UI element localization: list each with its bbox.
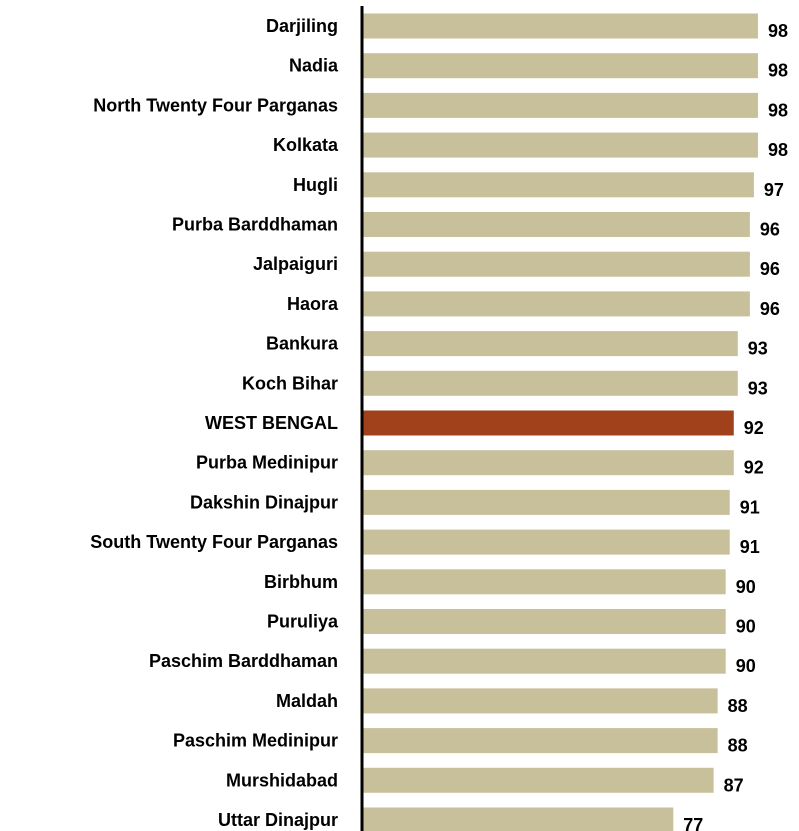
bar	[363, 688, 718, 714]
value-label: 96	[760, 220, 780, 240]
bar	[363, 13, 758, 39]
bar	[363, 370, 738, 396]
bar	[363, 569, 726, 595]
value-label: 98	[768, 140, 788, 160]
category-label: North Twenty Four Parganas	[93, 95, 338, 115]
bar	[363, 132, 758, 158]
bar	[363, 212, 750, 237]
bar	[363, 92, 758, 118]
value-label: 92	[744, 458, 764, 478]
category-label: South Twenty Four Parganas	[90, 532, 338, 552]
value-label: 92	[744, 418, 764, 438]
value-label: 88	[728, 736, 748, 756]
bar-highlight	[363, 410, 734, 436]
category-labels-group: Darjiling Nadia North Twenty Four Parganas…	[90, 16, 339, 830]
bar	[363, 172, 754, 198]
category-label: Maldah	[276, 691, 338, 711]
category-label: Murshidabad	[226, 770, 338, 790]
category-label: Purba Medinipur	[196, 453, 338, 473]
value-label: 96	[760, 299, 780, 319]
value-label: 91	[740, 537, 760, 557]
category-label: Darjiling	[266, 16, 338, 36]
category-label: Paschim Medinipur	[173, 731, 338, 751]
category-label: Kolkata	[273, 135, 339, 155]
bar	[363, 529, 730, 555]
value-label: 90	[736, 617, 756, 637]
bars-group	[363, 13, 758, 831]
category-label: Birbhum	[264, 572, 338, 592]
bar	[363, 648, 726, 674]
category-label: Koch Bihar	[242, 373, 338, 393]
value-label: 88	[728, 696, 748, 716]
category-label: Uttar Dinajpur	[218, 810, 338, 830]
bar	[363, 489, 730, 515]
category-label: Dakshin Dinajpur	[190, 492, 338, 512]
category-label: Puruliya	[267, 612, 339, 632]
value-labels-group: 98 98 98 98 97 96 96 96 93 93 92 92 91 91 90 90 90 88 88 87…	[683, 21, 788, 831]
value-label: 98	[768, 21, 788, 41]
bar	[363, 807, 674, 831]
value-label: 93	[748, 339, 768, 359]
category-label: Paschim Barddhaman	[149, 651, 338, 671]
bar	[363, 450, 734, 476]
category-label: Hugli	[293, 175, 338, 195]
value-label: 97	[764, 180, 784, 200]
value-label: 98	[768, 100, 788, 120]
value-label: 77	[683, 815, 703, 831]
value-label: 93	[748, 378, 768, 398]
bar	[363, 291, 750, 317]
bar	[363, 331, 738, 357]
value-label: 90	[736, 577, 756, 597]
bar	[363, 53, 758, 79]
bar	[363, 609, 726, 634]
category-label: Jalpaiguri	[253, 254, 338, 274]
value-label: 98	[768, 61, 788, 81]
value-label: 96	[760, 259, 780, 279]
bar	[363, 767, 714, 793]
category-label: WEST BENGAL	[205, 413, 338, 433]
category-label: Haora	[287, 294, 339, 314]
category-label: Purba Barddhaman	[172, 215, 338, 235]
value-label: 90	[736, 656, 756, 676]
category-label: Bankura	[266, 334, 339, 354]
value-label: 87	[724, 775, 744, 795]
value-label: 91	[740, 497, 760, 517]
category-label: Nadia	[289, 56, 339, 76]
bar	[363, 728, 718, 754]
bar	[363, 251, 750, 277]
